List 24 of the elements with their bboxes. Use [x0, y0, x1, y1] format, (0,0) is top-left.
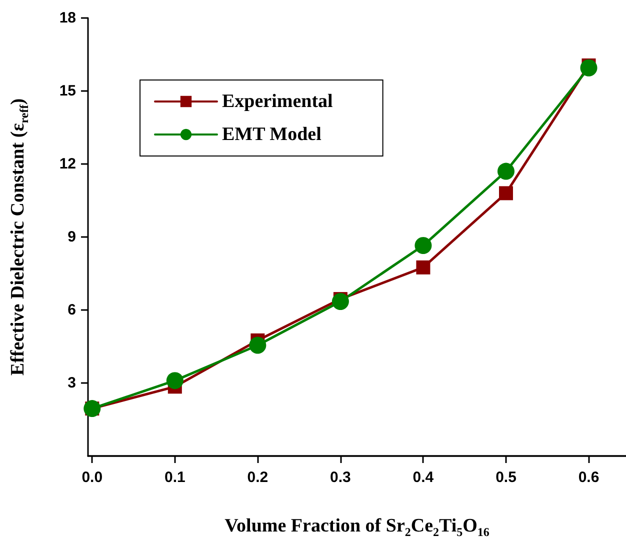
y-tick-label: 12	[59, 156, 76, 172]
x-tick-label: 0.5	[496, 469, 516, 486]
y-tick-label: 6	[68, 302, 76, 318]
y-axis-title: Effective Dielectric Constant (εreff)	[8, 98, 31, 376]
x-tick-label: 0.1	[164, 469, 186, 486]
point	[498, 186, 513, 200]
y-tick-label: 3	[68, 374, 76, 392]
x-tick-label: 0.4	[412, 469, 434, 486]
point	[166, 372, 184, 390]
x-tick-label: 0.0	[82, 469, 103, 486]
point	[414, 237, 432, 254]
point	[249, 336, 266, 354]
x-tick-label: 0.6	[578, 469, 600, 486]
point	[416, 260, 430, 274]
y-tick-label: 9	[68, 228, 76, 246]
x-tick-label: 0.3	[330, 469, 351, 486]
y-tick-label: 15	[59, 82, 76, 100]
point	[498, 162, 514, 180]
legend-label: Experimental	[222, 91, 333, 112]
y-tick-label: 18	[59, 10, 76, 26]
x-tick-label: 0.2	[247, 469, 268, 486]
point	[580, 59, 598, 76]
legend-label: EMT Model	[222, 124, 322, 145]
point	[332, 292, 349, 310]
